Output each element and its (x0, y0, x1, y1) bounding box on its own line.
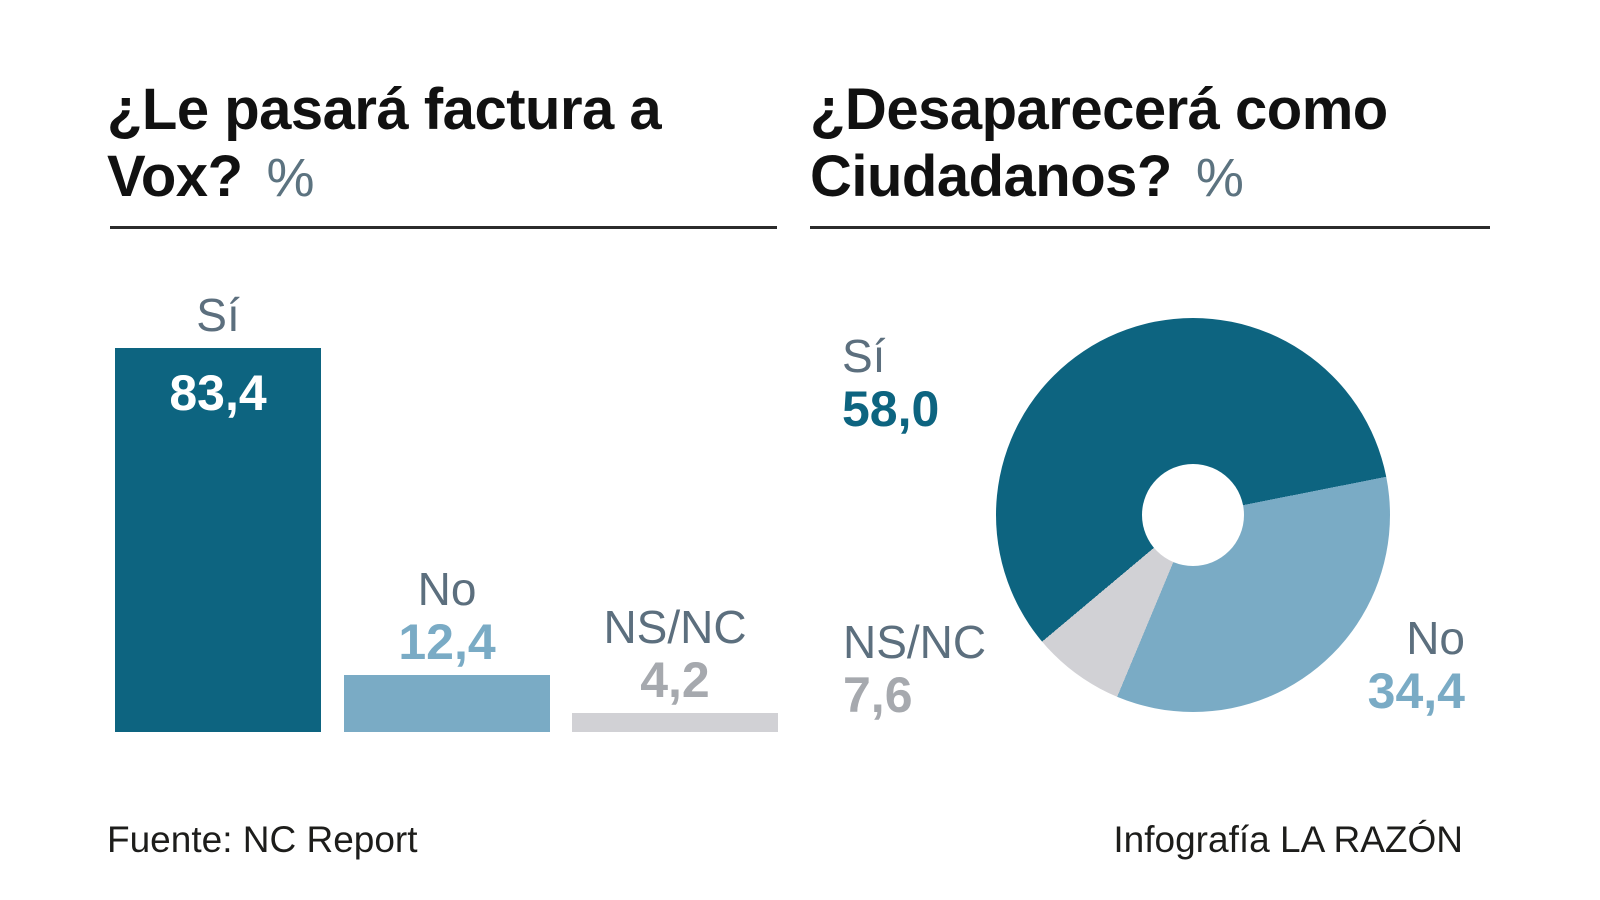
bar-ns-nc (572, 713, 778, 732)
bar-category-label: No (417, 563, 477, 615)
donut-slice-name: NS/NC (843, 616, 987, 668)
donut-slice-name: Sí (842, 330, 886, 382)
bar-label-ns-nc: NS/NC 4,2 (572, 601, 778, 707)
donut-chart-title-rule (810, 226, 1490, 229)
donut-chart (996, 318, 1390, 712)
bar-category-label: NS/NC (603, 601, 747, 653)
bar-category-label: Sí (196, 289, 240, 341)
donut-chart-title: ¿Desaparecerá como Ciudadanos?% (810, 76, 1510, 212)
bar-chart-title-rule (110, 226, 777, 229)
donut-chart-title-line-1: ¿Desaparecerá como (810, 77, 1388, 142)
donut-chart-percent-unit: % (1195, 148, 1244, 208)
bar-label-no: No 12,4 (344, 563, 550, 669)
bar-chart-percent-unit: % (266, 148, 315, 208)
bar-plot-area: 83,4 Sí No 12,4 NS/NC 4,2 (115, 289, 778, 732)
donut-label-ns-nc: NS/NC 7,6 (843, 616, 986, 722)
bar-value-label: 83,4 (169, 365, 267, 421)
bar-chart-title: ¿Le pasará factura a Vox?% (107, 76, 807, 212)
bar-value-label: 4,2 (640, 652, 710, 708)
donut-slice-value: 34,4 (1367, 663, 1465, 719)
bar-no (344, 675, 550, 732)
donut-chart-title-line-2: Ciudadanos? (810, 144, 1172, 209)
infographic-credit: Infografía LA RAZÓN (1113, 819, 1463, 860)
donut-slice-value: 7,6 (843, 667, 913, 723)
bar-chart-title-line-2: Vox? (107, 144, 243, 209)
bar-label-si: Sí (115, 289, 321, 342)
source-credit: Fuente: NC Report (107, 819, 418, 860)
bar-value-label: 12,4 (398, 614, 496, 670)
donut-label-si: Sí 58,0 (842, 330, 939, 436)
donut-slice-value: 58,0 (842, 381, 940, 437)
donut-hole (1142, 464, 1244, 566)
bar-chart-title-line-1: ¿Le pasará factura a (107, 77, 662, 142)
bar-si (115, 348, 321, 732)
